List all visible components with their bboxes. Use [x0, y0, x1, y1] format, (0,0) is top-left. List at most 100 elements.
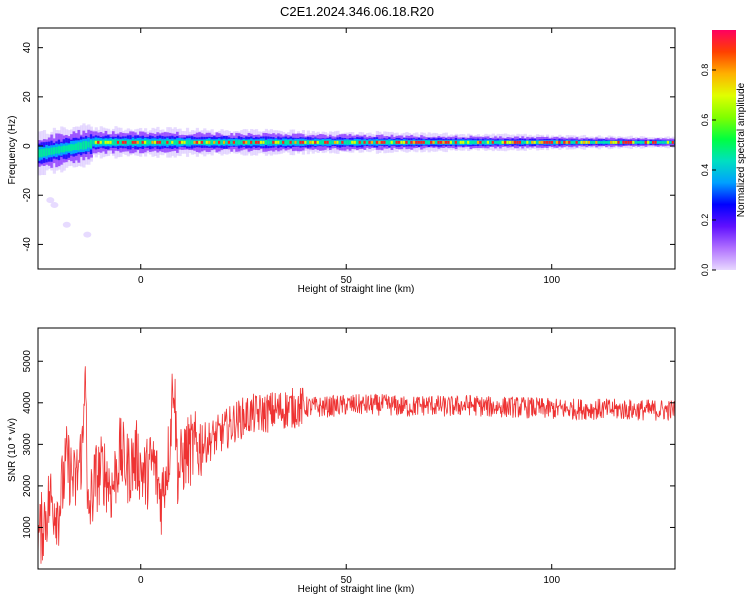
figure-title: C2E1.2024.346.06.18.R20 [280, 4, 434, 19]
spectrogram-cell [225, 140, 229, 145]
spectrogram-cell [57, 146, 61, 154]
spectrogram-peak [378, 140, 381, 144]
spectrogram-cell [356, 140, 360, 145]
snr-y-axis-label: SNR (10 * v/v) [7, 418, 18, 482]
snr-x-axis-label: Height of straight line (km) [298, 584, 415, 595]
spectrogram-peak [518, 140, 522, 144]
spectrogram-cell [669, 141, 673, 144]
spectrogram-peak [156, 140, 159, 144]
spectrogram-peak [254, 140, 258, 144]
spectrogram-peak [316, 140, 319, 144]
spectrogram-cell [592, 141, 596, 144]
spectrogram-cell [296, 140, 301, 145]
spectrogram-y-tick-label: -20 [22, 188, 33, 203]
spectrogram-cell [70, 144, 74, 152]
spectrogram-cell [62, 145, 66, 153]
spectrogram-y-tick-label: 0 [22, 143, 33, 149]
spectrogram-peak [565, 140, 568, 144]
spectrogram-peak [358, 140, 361, 144]
spectrogram-cell [129, 140, 133, 145]
spectrogram-cell [47, 148, 52, 156]
spectrogram-peak [390, 140, 393, 144]
spectrogram-cell [87, 141, 91, 148]
spectrogram-cell [474, 141, 478, 144]
spectrogram-cell [89, 140, 93, 149]
spectrogram-peak [289, 140, 292, 144]
spectrogram-cell [52, 147, 56, 155]
spectrogram-cell [385, 140, 389, 145]
spectrogram-cell [235, 140, 239, 145]
spectrogram-peak [218, 140, 221, 144]
spectrogram-peak [309, 140, 312, 144]
spectrogram-peak [582, 140, 586, 144]
spectrogram-peak [257, 140, 260, 144]
spectrogram-cell [664, 141, 668, 144]
spectrogram-cell [481, 140, 486, 145]
spectrogram-cell [215, 140, 219, 145]
spectrogram-peak [183, 140, 186, 144]
spectrogram-y-tick-label: 20 [22, 91, 33, 103]
spectrogram-cell [82, 141, 86, 150]
spectrogram-cell [560, 141, 564, 144]
spectrogram-cell [590, 141, 594, 144]
spectrogram-cell [637, 141, 641, 144]
spectrogram-cell [55, 147, 59, 154]
spectrogram-cell [649, 141, 653, 144]
spectrogram-peak [617, 140, 620, 144]
spectrogram-peak [121, 140, 125, 144]
spectrogram-cell [148, 140, 153, 145]
spectrogram-cell [176, 140, 180, 145]
spectrogram-peak [654, 140, 657, 144]
spectrogram-peak [124, 140, 127, 144]
spectrogram-peak [232, 140, 235, 144]
spectrogram-peak [405, 140, 408, 144]
spectrogram-cell [42, 148, 47, 157]
spectrogram-peak [454, 140, 457, 144]
spectrogram-noise [50, 202, 59, 209]
spectrogram-peak [614, 140, 618, 144]
spectrogram-peak [380, 140, 383, 144]
spectrogram-cell [267, 140, 271, 145]
spectrogram-cell [573, 141, 577, 144]
spectrogram-cell [161, 140, 165, 145]
spectrogram-peak [99, 140, 102, 144]
colorbar-gradient [712, 30, 736, 270]
spectrogram-peak [644, 140, 647, 144]
spectrogram-cell [119, 139, 123, 146]
colorbar-label: Normalized spectral amplitude [736, 82, 747, 217]
spectrogram-peak [447, 140, 450, 144]
snr-ticks: 0 50 100 1000 2000 3000 4000 5000 [22, 328, 675, 586]
spectrogram-peak [585, 140, 588, 144]
spectrogram-peak [439, 140, 443, 144]
spectrogram-peak [432, 140, 435, 144]
spectrogram-peak [375, 140, 379, 144]
spectrogram-peak [462, 140, 465, 144]
spectrogram-cell [578, 141, 582, 144]
spectrogram-peak [548, 140, 551, 144]
spectrogram-peak [171, 140, 174, 144]
snr-plot-area [38, 366, 675, 564]
spectrogram-cell [321, 140, 325, 145]
spectrogram-peak [538, 140, 541, 144]
spectrogram-cell [661, 141, 666, 144]
spectrogram-peak [250, 140, 253, 144]
spectrogram-cell [528, 141, 532, 144]
spectrogram-cell [331, 140, 335, 145]
spectrogram-peak [141, 140, 144, 144]
snr-x-tick-label: 0 [138, 575, 144, 586]
snr-y-tick-label: 1000 [22, 516, 33, 539]
spectrogram-peak [351, 140, 354, 144]
spectrogram-cell [425, 140, 429, 145]
spectrogram-peak [222, 140, 226, 144]
spectrogram-peak [104, 140, 107, 144]
spectrogram-cell [496, 141, 500, 144]
colorbar-tick-label: 0.0 [700, 264, 710, 277]
spectrogram-cell [60, 146, 64, 153]
spectrogram-peak [198, 140, 201, 144]
spectrogram-peak [622, 140, 625, 144]
spectrogram-peak [555, 140, 559, 144]
spectrogram-peak [193, 140, 196, 144]
spectrogram-peak [627, 140, 630, 144]
spectrogram-cell [50, 147, 54, 155]
spectrogram-cell [72, 144, 76, 151]
